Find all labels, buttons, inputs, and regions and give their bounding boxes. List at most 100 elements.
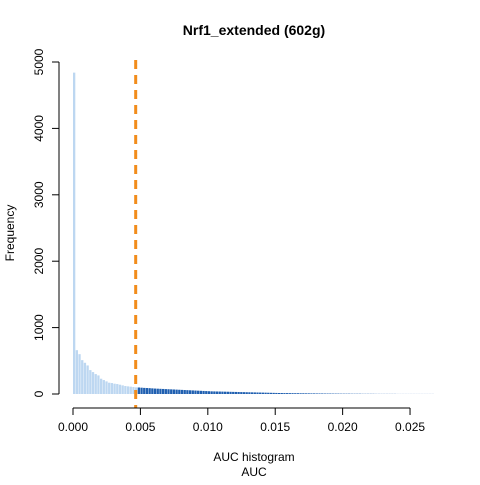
histogram-bar: [100, 379, 102, 394]
histogram-bar: [84, 363, 86, 394]
histogram-bar: [173, 389, 175, 394]
histogram-bar: [318, 393, 320, 394]
histogram-bar: [140, 388, 142, 394]
x-tick-label: 0.000: [58, 420, 88, 434]
histogram-bar: [305, 393, 307, 394]
histogram-bar: [286, 393, 288, 394]
x-tick-label: 0.005: [125, 420, 155, 434]
histogram-bar: [254, 392, 256, 394]
histogram-bar: [86, 365, 88, 394]
histogram-bar: [221, 392, 223, 394]
histogram-bar: [297, 393, 299, 394]
histogram-bar: [119, 385, 121, 394]
chart-title: Nrf1_extended (602g): [183, 22, 325, 38]
histogram-bar: [281, 393, 283, 394]
histogram-bar: [248, 392, 250, 394]
histogram-bar: [278, 393, 280, 394]
y-tick-label: 1000: [32, 314, 46, 341]
histogram-bar: [124, 386, 126, 394]
histogram-bar: [130, 387, 132, 394]
histogram-bar: [232, 392, 234, 394]
histogram-bar: [246, 392, 248, 394]
histogram-bar: [200, 391, 202, 394]
histogram-bar: [151, 388, 153, 394]
histogram-bar: [243, 392, 245, 394]
histogram-bar: [113, 384, 115, 394]
histogram-bar: [89, 370, 91, 394]
histogram-bars: [73, 73, 434, 394]
histogram-bar: [197, 391, 199, 394]
histogram-bar: [227, 392, 229, 394]
histogram-bar: [73, 73, 75, 394]
histogram-bar: [76, 350, 78, 394]
histogram-bar: [299, 393, 301, 394]
histogram-bar: [219, 392, 221, 394]
x-axis-subtitle: AUC histogram: [213, 450, 294, 464]
histogram-bar: [116, 384, 118, 394]
histogram-bar: [108, 383, 110, 394]
histogram-bar: [321, 393, 323, 394]
histogram-bar: [194, 391, 196, 394]
histogram-bar: [283, 393, 285, 394]
histogram-bar: [256, 392, 258, 394]
histogram-bar: [308, 393, 310, 394]
histogram-bar: [302, 393, 304, 394]
histogram-bar: [291, 393, 293, 394]
histogram-bar: [202, 391, 204, 394]
histogram-bar: [97, 375, 99, 394]
histogram-bar: [138, 387, 140, 394]
histogram-bar: [192, 390, 194, 394]
histogram-bar: [270, 393, 272, 394]
x-axis: 0.000 0.005 0.010 0.015 0.020 0.025: [58, 408, 425, 434]
histogram-bar: [122, 385, 124, 394]
histogram-bar: [146, 388, 148, 394]
y-tick-label: 4000: [32, 115, 46, 142]
y-tick-label: 5000: [32, 48, 46, 75]
histogram-bar: [157, 389, 159, 394]
histogram-bar: [310, 393, 312, 394]
histogram-bar: [189, 390, 191, 394]
histogram-bar: [216, 391, 218, 394]
histogram-bar: [316, 393, 318, 394]
histogram-bar: [143, 388, 145, 394]
histogram-bar: [78, 354, 80, 394]
x-tick-label: 0.025: [395, 420, 425, 434]
histogram-bar: [211, 391, 213, 394]
histogram-bar: [165, 389, 167, 394]
histogram-bar: [259, 393, 261, 394]
x-tick-label: 0.020: [328, 420, 358, 434]
histogram-bar: [167, 389, 169, 394]
histogram-bar: [251, 392, 253, 394]
histogram-bar: [294, 393, 296, 394]
histogram-bar: [262, 393, 264, 394]
histogram-bar: [159, 389, 161, 394]
histogram-bar: [289, 393, 291, 394]
histogram-bar: [81, 360, 83, 394]
histogram-bar: [170, 389, 172, 394]
histogram-bar: [267, 393, 269, 394]
histogram-bar: [149, 388, 151, 394]
x-tick-label: 0.015: [260, 420, 290, 434]
histogram-bar: [273, 393, 275, 394]
x-tick-label: 0.010: [193, 420, 223, 434]
histogram-bar: [105, 381, 107, 394]
y-axis-label: Frequency: [3, 205, 17, 262]
histogram-bar: [208, 391, 210, 394]
histogram-bar: [224, 392, 226, 394]
histogram-bar: [103, 380, 105, 394]
histogram-bar: [235, 392, 237, 394]
histogram-bar: [186, 390, 188, 394]
histogram-bar: [213, 391, 215, 394]
histogram-bar: [264, 393, 266, 394]
y-tick-label: 3000: [32, 181, 46, 208]
histogram-bar: [178, 390, 180, 394]
histogram-bar: [205, 391, 207, 394]
histogram-bar: [154, 389, 156, 394]
histogram-bar: [162, 389, 164, 394]
y-tick-label: 2000: [32, 248, 46, 275]
histogram-bar: [275, 393, 277, 394]
histogram-bar: [95, 374, 97, 394]
histogram-bar: [92, 372, 94, 394]
